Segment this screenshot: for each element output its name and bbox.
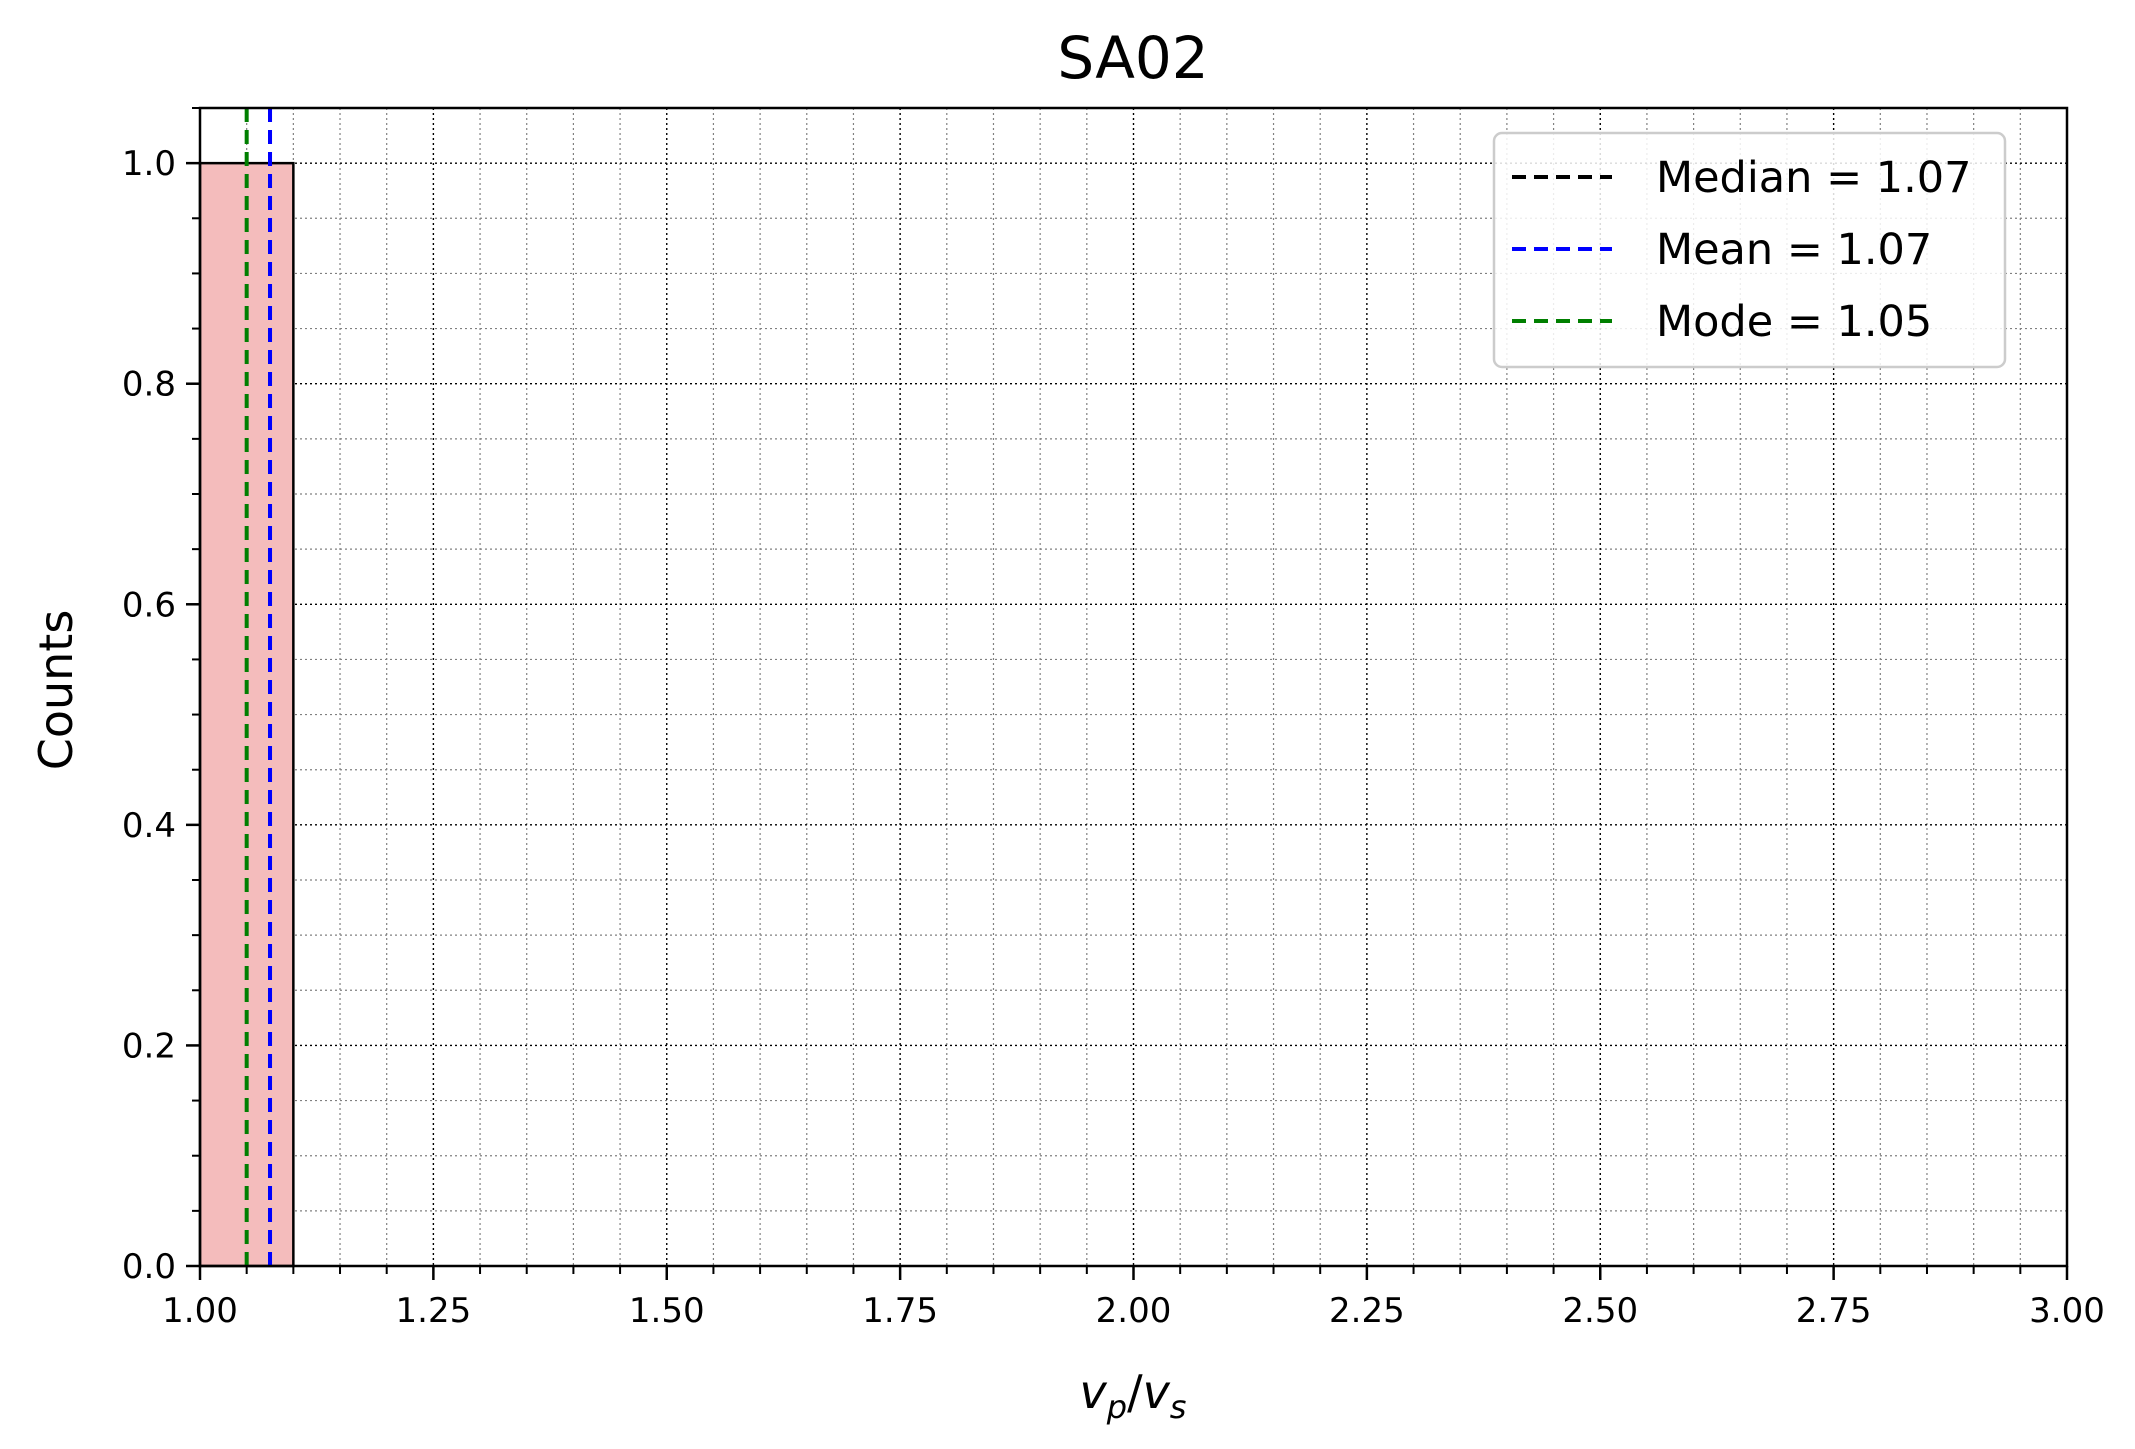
legend-mode-label: Mode = 1.05 <box>1656 297 1932 347</box>
legend: Median = 1.07 Mean = 1.07 Mode = 1.05 <box>1492 131 2007 369</box>
x-tick-label: 3.00 <box>2029 1291 2105 1331</box>
y-tick-label: 0.6 <box>122 585 176 625</box>
x-tick-label: 1.00 <box>162 1291 238 1331</box>
stat-lines <box>244 108 273 1266</box>
x-axis-ticks: 1.00 1.25 1.50 1.75 2.00 2.25 2.50 2.75 3.00 <box>162 1266 2105 1331</box>
y-axis-ticks: 0.0 0.2 0.4 0.6 0.8 1.0 <box>122 107 200 1287</box>
x-tick-label: 1.25 <box>396 1291 472 1331</box>
minor-grid <box>200 107 2067 1266</box>
legend-mean-label: Mean = 1.07 <box>1656 225 1932 275</box>
x-tick-label: 2.75 <box>1796 1291 1872 1331</box>
legend-box <box>1492 131 2007 369</box>
x-tick-label: 2.00 <box>1096 1291 1172 1331</box>
y-axis-label: Counts <box>29 610 83 771</box>
x-axis-label: vp/vs <box>1080 1365 1187 1426</box>
y-tick-label: 0.4 <box>122 806 176 846</box>
x-tick-label: 2.50 <box>1562 1291 1638 1331</box>
x-tick-label: 1.75 <box>862 1291 938 1331</box>
y-tick-label: 0.0 <box>122 1247 176 1287</box>
chart-title: SA02 <box>1057 24 1208 92</box>
x-tick-label: 2.25 <box>1329 1291 1405 1331</box>
legend-median-label: Median = 1.07 <box>1656 153 1972 203</box>
x-tick-label: 1.50 <box>629 1291 705 1331</box>
y-tick-label: 0.2 <box>122 1026 176 1066</box>
y-tick-label: 0.8 <box>122 365 176 405</box>
y-tick-label: 1.0 <box>122 144 176 184</box>
